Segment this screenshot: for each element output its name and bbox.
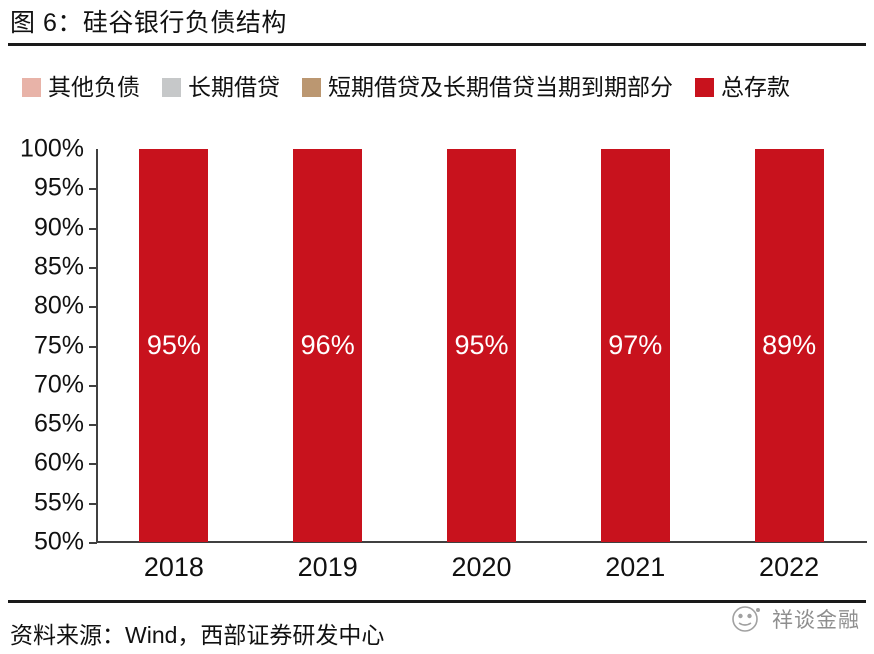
title-divider <box>8 43 866 46</box>
y-axis-line <box>96 149 98 543</box>
bar-group[interactable]: 95% <box>447 149 516 542</box>
legend-swatch-icon <box>302 77 321 97</box>
x-axis-tick-label: 2020 <box>451 552 512 582</box>
bar-value-label: 97% <box>608 329 663 360</box>
source-note: 资料来源：Wind，西部证券研发中心 <box>10 622 385 648</box>
y-axis-tick-label: 80% <box>33 291 84 320</box>
y-axis-tick-label: 95% <box>33 173 84 202</box>
legend-item-label: 其他负债 <box>48 73 140 100</box>
legend-item-label: 短期借贷及长期借贷当期到期部分 <box>328 73 673 100</box>
y-axis-tick-mark <box>89 463 97 466</box>
x-axis-tick-label: 2018 <box>143 552 204 582</box>
bar-segment[interactable]: 95% <box>447 149 516 542</box>
legend-item[interactable]: 长期借贷 <box>162 73 280 100</box>
bar-value-label: 89% <box>762 329 817 360</box>
bar-segment[interactable]: 97% <box>600 149 670 542</box>
bar-segment[interactable]: 95% <box>139 149 209 542</box>
bar-group[interactable]: 96% <box>293 149 363 542</box>
legend-item[interactable]: 总存款 <box>695 73 790 100</box>
bar-value-label: 95% <box>146 329 201 360</box>
y-axis-tick-mark <box>89 542 97 544</box>
legend-swatch-icon <box>695 77 714 97</box>
y-axis-tick-label: 65% <box>33 409 84 438</box>
watermark-label: 祥谈金融 <box>772 609 860 632</box>
y-axis-tick-label: 85% <box>33 252 84 281</box>
footer-divider <box>8 600 866 603</box>
chart-canvas: 100% 95% 90% 85% 80% 75% 70% 65% 60% 55% 50% 95% 96… <box>0 130 874 581</box>
bar-group[interactable]: 89% <box>754 149 824 542</box>
y-axis-tick-label: 100% <box>20 134 84 163</box>
y-axis-tick-label: 50% <box>33 527 84 556</box>
y-axis-tick-label: 70% <box>33 370 84 399</box>
y-axis-tick-mark <box>89 345 97 348</box>
legend-item[interactable]: 其他负债 <box>22 73 140 100</box>
plot-area: 95% 96% 95% 97% 89% <box>97 149 866 542</box>
bar-segment[interactable]: 96% <box>293 149 363 542</box>
y-axis-tick-mark <box>89 188 97 191</box>
x-axis-tick-label: 2021 <box>605 552 666 582</box>
y-axis-tick-label: 60% <box>33 448 84 477</box>
bar-value-label: 95% <box>454 329 509 360</box>
y-axis-tick-mark <box>89 502 97 505</box>
y-axis-tick-mark <box>89 424 97 427</box>
y-axis-tick-mark <box>89 306 97 309</box>
bar-group[interactable]: 95% <box>139 149 209 542</box>
legend-item-label: 总存款 <box>721 73 790 100</box>
watermark-logo-icon <box>730 604 766 634</box>
page-title: 图 6：硅谷银行负债结构 <box>10 9 287 37</box>
y-axis-tick-mark <box>89 227 97 230</box>
bar-segment[interactable]: 89% <box>754 149 824 542</box>
legend-swatch-icon <box>162 77 181 97</box>
chart-legend: 其他负债 长期借贷 短期借贷及长期借贷当期到期部分 总存款 <box>22 72 862 102</box>
legend-swatch-icon <box>22 77 41 97</box>
bar-value-label: 96% <box>300 329 355 360</box>
y-axis-tick-label: 55% <box>33 488 84 517</box>
legend-item[interactable]: 短期借贷及长期借贷当期到期部分 <box>302 73 673 100</box>
x-axis-tick-label: 2019 <box>297 552 358 582</box>
y-axis-tick-mark <box>89 384 97 387</box>
x-axis-line <box>96 541 867 543</box>
y-axis-tick-label: 75% <box>33 331 84 359</box>
y-axis-labels: 100% 95% 90% 85% 80% 75% 70% 65% 60% 55% 50% <box>0 136 84 554</box>
y-axis-tick-mark <box>89 266 97 269</box>
legend-item-label: 长期借贷 <box>188 73 280 100</box>
y-axis-tick-label: 90% <box>33 213 84 242</box>
bar-group[interactable]: 97% <box>600 149 670 542</box>
watermark: 祥谈金融 <box>730 604 860 634</box>
x-axis-tick-label: 2022 <box>759 552 820 582</box>
